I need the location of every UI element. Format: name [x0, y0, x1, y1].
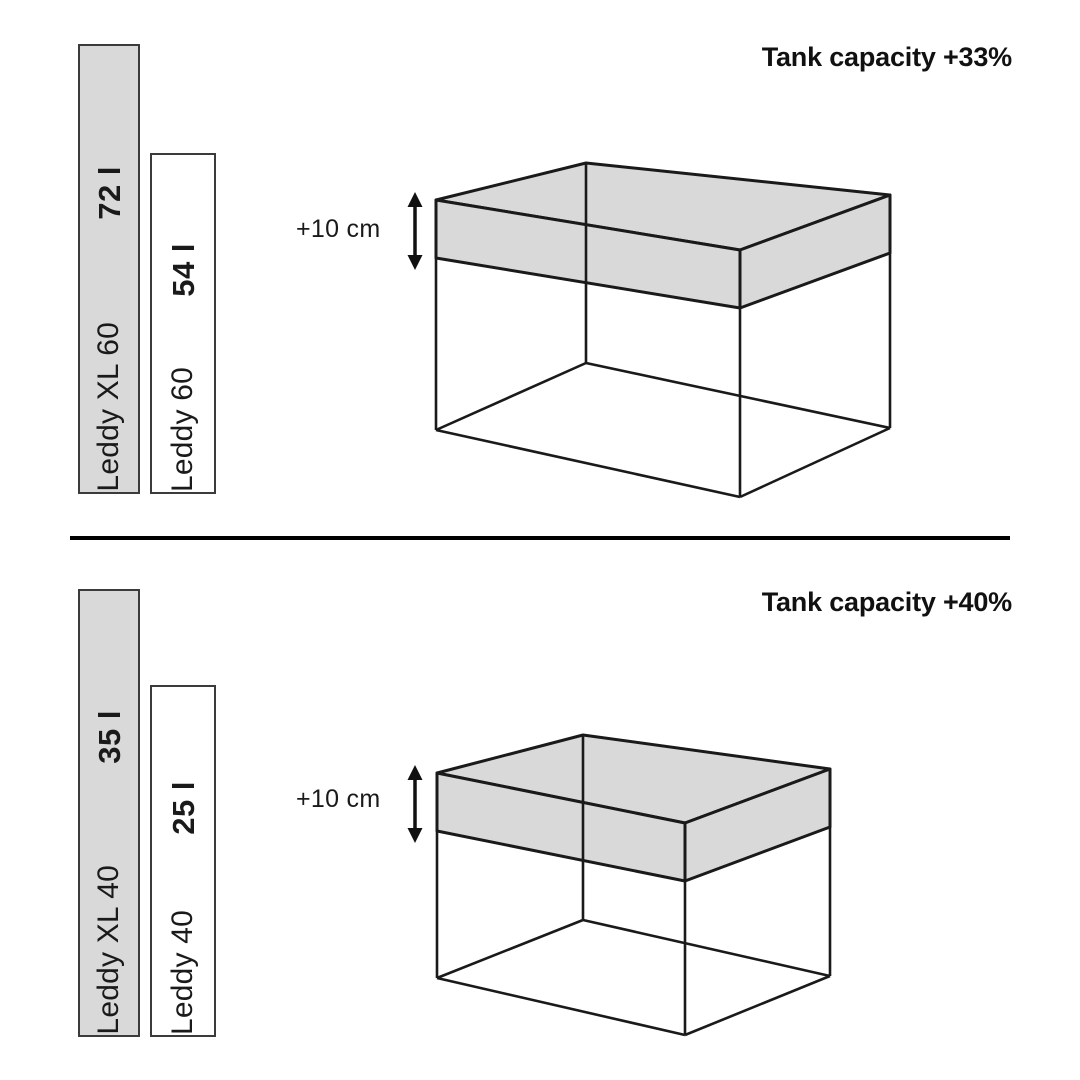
dimension-label-bottom: +10 cm [296, 785, 381, 813]
bar-volume-leddy-xl-60: 72 l [91, 166, 127, 221]
bar-label-leddy-xl-60: Leddy XL 60 [92, 322, 125, 492]
section-leddy-60: Tank capacity +33% 72 l Leddy XL 60 54 l… [0, 0, 1080, 538]
bar-volume-leddy-40: 25 l [165, 780, 201, 835]
bar-volume-leddy-xl-40: 35 l [91, 710, 127, 765]
height-arrow-icon-top [407, 192, 423, 270]
bar-leddy-40: 25 l Leddy 40 [150, 685, 216, 1037]
bar-volume-leddy-60: 54 l [165, 243, 201, 297]
dimension-label-top: +10 cm [296, 215, 381, 243]
tank-diagram-leddy-xl-60 [434, 161, 892, 499]
section-divider [70, 536, 1010, 540]
bar-leddy-60: 54 l Leddy 60 [150, 153, 216, 494]
bar-label-leddy-xl-40: Leddy XL 40 [92, 865, 125, 1035]
section-heading-bottom: Tank capacity +40% [761, 587, 1012, 617]
height-arrow-icon-bottom [407, 765, 423, 843]
bar-label-leddy-60: Leddy 60 [166, 366, 199, 492]
tank-diagram-leddy-xl-40 [435, 733, 832, 1037]
bar-leddy-xl-40: 35 l Leddy XL 40 [78, 589, 140, 1037]
section-leddy-40: Tank capacity +40% 35 l Leddy XL 40 25 l… [0, 545, 1080, 1080]
bar-leddy-xl-60: 72 l Leddy XL 60 [78, 44, 140, 494]
section-heading-top: Tank capacity +33% [761, 42, 1012, 72]
bar-label-leddy-40: Leddy 40 [166, 909, 199, 1035]
